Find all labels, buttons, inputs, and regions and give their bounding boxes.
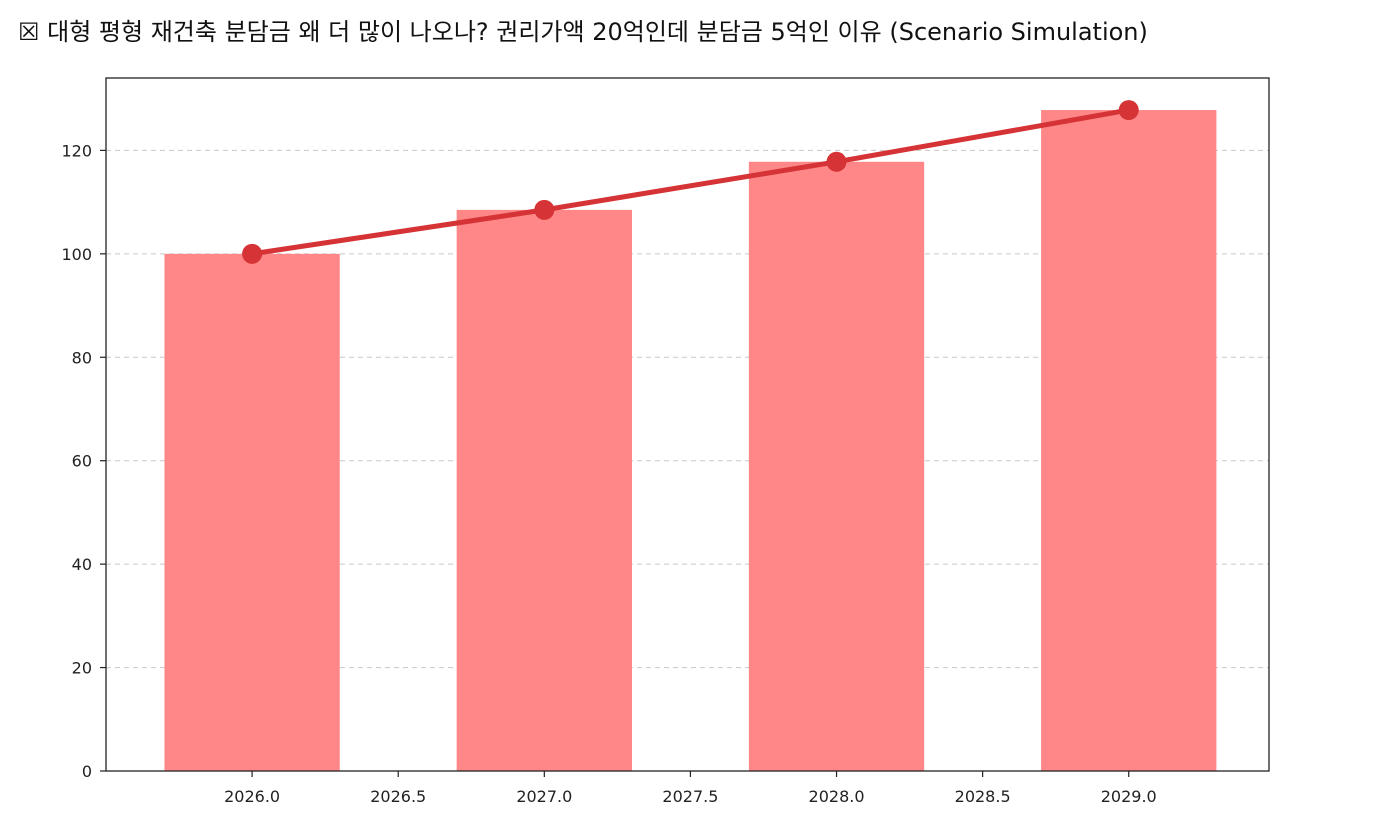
bar-2029 — [1041, 110, 1217, 771]
series-points — [242, 100, 1139, 264]
y-tick-label-80: 80 — [72, 348, 92, 367]
y-tick-label-40: 40 — [72, 555, 92, 574]
point-2029 — [1118, 100, 1139, 121]
y-axis-ticks: 0 20 40 60 80 100 120 — [61, 141, 106, 781]
chart-title: ☒ 대형 평형 재건축 분담금 왜 더 많이 나오나? 권리가액 20억인데 분… — [18, 18, 1148, 46]
x-tick-label-2026.5: 2026.5 — [370, 787, 426, 806]
x-tick-label-2027.0: 2027.0 — [516, 787, 572, 806]
point-2026 — [242, 243, 263, 264]
y-tick-label-100: 100 — [61, 245, 92, 264]
x-tick-label-2026.0: 2026.0 — [224, 787, 280, 806]
series-line — [249, 107, 1132, 257]
plot-frame — [105, 77, 1270, 772]
x-axis-ticks: 2026.0 2026.5 2027.0 2027.5 2028.0 2028.5 2029… — [224, 771, 1157, 806]
y-tick-label-0: 0 — [82, 762, 92, 781]
bar-2026 — [164, 253, 340, 771]
y-tick-label-20: 20 — [72, 659, 92, 678]
x-tick-label-2029.0: 2029.0 — [1101, 787, 1157, 806]
point-2027 — [534, 199, 555, 220]
series-line-path — [249, 107, 1132, 257]
x-tick-label-2028.0: 2028.0 — [809, 787, 865, 806]
x-tick-label-2027.5: 2027.5 — [662, 787, 718, 806]
x-tick-label-2028.5: 2028.5 — [955, 787, 1011, 806]
bar-2027 — [456, 209, 632, 772]
point-2028 — [826, 151, 847, 172]
y-tick-label-60: 60 — [72, 452, 92, 471]
y-tick-label-120: 120 — [61, 141, 92, 160]
bar-2028 — [748, 161, 925, 772]
bars — [164, 110, 1217, 772]
